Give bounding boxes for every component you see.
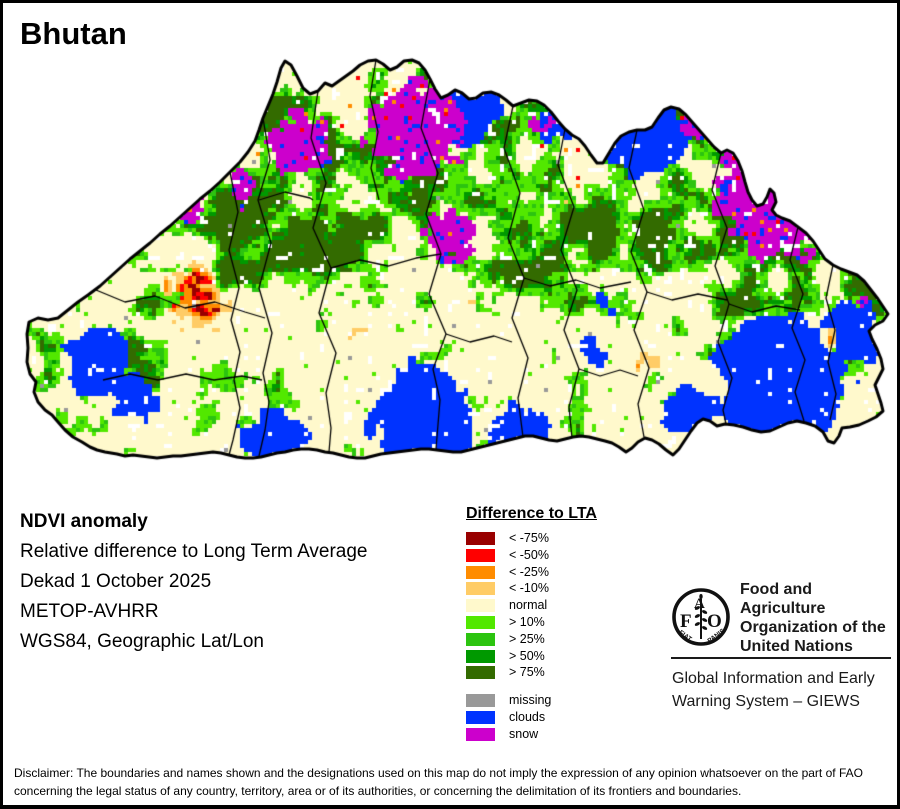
legend-item: < -25% xyxy=(466,565,597,579)
legend-item: > 75% xyxy=(466,666,597,680)
legend-swatch xyxy=(466,666,495,680)
legend: Difference to LTA < -75% < -50% < -25% <… xyxy=(466,505,597,745)
legend-item: < -10% xyxy=(466,582,597,596)
legend-swatch xyxy=(466,727,495,741)
legend-swatch xyxy=(466,599,495,613)
legend-swatch xyxy=(466,710,495,724)
map-info-block: NDVI anomaly Relative difference to Long… xyxy=(20,512,368,662)
info-line-projection: WGS84, Geographic Lat/Lon xyxy=(20,631,264,652)
info-heading: NDVI anomaly xyxy=(20,511,148,532)
bhutan-ndvi-map xyxy=(0,0,900,500)
legend-item: missing xyxy=(466,694,597,708)
info-line-dekad: Dekad 1 October 2025 xyxy=(20,571,212,592)
page-title: Bhutan xyxy=(20,16,127,51)
legend-item: < -75% xyxy=(466,532,597,545)
legend-swatch xyxy=(466,632,495,646)
info-line-description: Relative difference to Long Term Average xyxy=(20,541,368,562)
svg-text:O: O xyxy=(707,611,722,632)
fao-org-name: Food and Agriculture Organization of the… xyxy=(740,581,886,655)
legend-item: snow xyxy=(466,727,597,741)
legend-item: normal xyxy=(466,599,597,613)
legend-swatch xyxy=(466,532,495,545)
legend-title: Difference to LTA xyxy=(466,505,597,522)
legend-item: clouds xyxy=(466,710,597,724)
legend-item: > 10% xyxy=(466,615,597,629)
legend-swatch xyxy=(466,565,495,579)
info-line-sensor: METOP-AVHRR xyxy=(20,601,159,622)
legend-item: > 50% xyxy=(466,649,597,663)
legend-swatch xyxy=(466,615,495,629)
legend-item: < -50% xyxy=(466,548,597,562)
legend-swatch xyxy=(466,694,495,708)
legend-swatch xyxy=(466,548,495,562)
legend-swatch xyxy=(466,582,495,596)
disclaimer-text: Disclaimer: The boundaries and names sho… xyxy=(14,766,863,798)
svg-text:A: A xyxy=(694,596,705,612)
svg-text:F: F xyxy=(680,611,692,632)
legend-swatch xyxy=(466,649,495,663)
giews-label: Global Information and Early Warning Sys… xyxy=(672,670,875,710)
fao-divider xyxy=(671,657,891,659)
fao-logo-icon: F O A FIAT PANIS xyxy=(672,588,730,646)
legend-item: > 25% xyxy=(466,632,597,646)
